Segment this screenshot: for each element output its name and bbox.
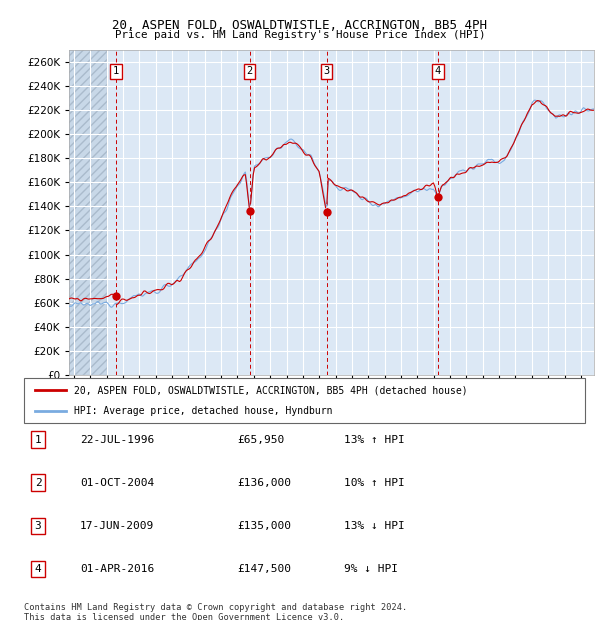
Text: 4: 4 [35, 564, 41, 574]
Text: 13% ↓ HPI: 13% ↓ HPI [344, 521, 404, 531]
Text: Price paid vs. HM Land Registry's House Price Index (HPI): Price paid vs. HM Land Registry's House … [115, 30, 485, 40]
Text: 1: 1 [35, 435, 41, 445]
Text: Contains HM Land Registry data © Crown copyright and database right 2024.
This d: Contains HM Land Registry data © Crown c… [24, 603, 407, 620]
Text: 2: 2 [247, 66, 253, 76]
Text: £147,500: £147,500 [237, 564, 291, 574]
Text: 3: 3 [323, 66, 330, 76]
Text: 9% ↓ HPI: 9% ↓ HPI [344, 564, 398, 574]
Text: 22-JUL-1996: 22-JUL-1996 [80, 435, 154, 445]
Text: £135,000: £135,000 [237, 521, 291, 531]
Text: 20, ASPEN FOLD, OSWALDTWISTLE, ACCRINGTON, BB5 4PH (detached house): 20, ASPEN FOLD, OSWALDTWISTLE, ACCRINGTO… [74, 385, 468, 396]
Text: 4: 4 [434, 66, 441, 76]
Text: HPI: Average price, detached house, Hyndburn: HPI: Average price, detached house, Hynd… [74, 405, 333, 416]
Text: 10% ↑ HPI: 10% ↑ HPI [344, 478, 404, 488]
Text: 13% ↑ HPI: 13% ↑ HPI [344, 435, 404, 445]
Text: 2: 2 [35, 478, 41, 488]
Text: 20, ASPEN FOLD, OSWALDTWISTLE, ACCRINGTON, BB5 4PH: 20, ASPEN FOLD, OSWALDTWISTLE, ACCRINGTO… [113, 19, 487, 32]
Text: 17-JUN-2009: 17-JUN-2009 [80, 521, 154, 531]
Text: 3: 3 [35, 521, 41, 531]
Text: 01-APR-2016: 01-APR-2016 [80, 564, 154, 574]
Text: £65,950: £65,950 [237, 435, 284, 445]
Bar [69, 50, 107, 375]
Text: 01-OCT-2004: 01-OCT-2004 [80, 478, 154, 488]
Text: £136,000: £136,000 [237, 478, 291, 488]
Text: 1: 1 [113, 66, 119, 76]
